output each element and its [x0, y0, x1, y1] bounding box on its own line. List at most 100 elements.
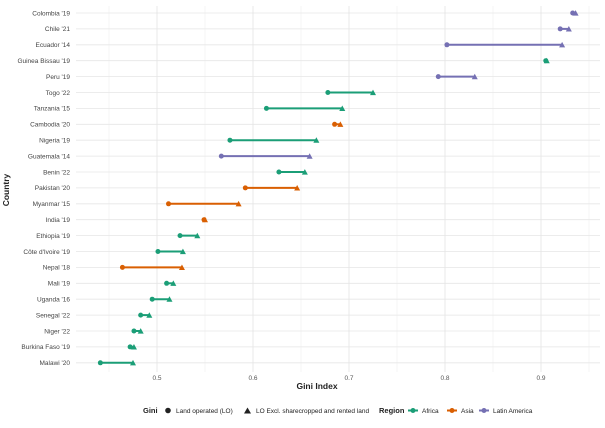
x-tick-label: 0.9 [536, 375, 545, 382]
lo-excl-point [130, 359, 136, 366]
lo-excl-point [370, 89, 376, 96]
dumbbell-row [557, 26, 572, 32]
lo-point [149, 296, 155, 302]
y-tick-label: Myanmar '15 [33, 201, 71, 208]
y-tick-label: Uganda '16 [37, 297, 70, 304]
x-axis-title: Gini Index [296, 381, 337, 391]
legend-region-latin-america: Latin America [493, 408, 533, 415]
lo-point [127, 344, 133, 350]
lo-excl-point [146, 312, 153, 318]
y-tick-label: Benin '22 [43, 169, 70, 176]
lo-point [138, 312, 144, 318]
dumbbell-row [570, 10, 579, 16]
dumbbell-row [325, 89, 376, 96]
lo-excl-point [337, 121, 344, 127]
dumbbell-row [155, 248, 186, 255]
y-tick-label: Nepal '18 [43, 265, 71, 272]
lo-excl-point [170, 280, 177, 286]
lo-excl-point [137, 328, 144, 334]
y-tick-label: Guatemala '14 [28, 153, 70, 160]
lo-excl-point [471, 73, 478, 80]
lo-point [119, 264, 125, 270]
dumbbell-row [435, 73, 478, 80]
x-tick-label: 0.5 [152, 375, 161, 382]
dumbbell-row [166, 200, 242, 207]
x-tick-label: 0.8 [440, 375, 449, 382]
dumbbell-row [149, 296, 173, 302]
lo-excl-point [235, 200, 242, 207]
lo-excl-point [306, 153, 313, 159]
y-tick-label: Niger '22 [44, 328, 70, 335]
y-tick-label: Ecuador '14 [36, 42, 71, 49]
lo-point [444, 42, 450, 48]
y-tick-label: Mali '19 [48, 281, 71, 288]
lo-excl-point [294, 185, 301, 191]
lo-excl-point [565, 26, 572, 32]
lo-point [218, 153, 224, 159]
data-marks [97, 10, 579, 366]
lo-point [435, 74, 441, 80]
y-axis-title: Country [1, 173, 11, 206]
y-tick-label: Guinea Bissau '19 [17, 58, 70, 65]
y-tick-label: Peru '19 [46, 74, 70, 81]
legend-africa-dot-icon [410, 408, 416, 413]
y-tick-label: Côte d'Ivoire '19 [23, 249, 70, 256]
lo-excl-point [339, 105, 346, 111]
dumbbell-row [332, 121, 344, 127]
dumbbell-row [164, 280, 177, 286]
dumbbell-row [276, 169, 308, 175]
dumbbell-row [127, 344, 137, 350]
y-tick-label: Pakistan '20 [35, 185, 71, 192]
lo-excl-point [301, 169, 308, 175]
dumbbell-row [138, 312, 153, 318]
dumbbell-row [218, 153, 313, 159]
y-tick-label: Ethiopia '19 [36, 233, 70, 240]
lo-point [97, 360, 103, 366]
dumbbell-row [444, 41, 566, 48]
lo-excl-point [202, 216, 208, 223]
lo-excl-point [178, 264, 185, 270]
legend-gini-item-lo: Land operated (LO) [176, 408, 233, 415]
legend-triangle-icon [244, 407, 251, 414]
lo-point [164, 280, 170, 286]
x-tick-label: 0.7 [344, 375, 353, 382]
dumbbell-row [242, 185, 301, 191]
lo-point [325, 90, 331, 95]
y-tick-label: Malawi '20 [39, 360, 70, 367]
lo-excl-point [313, 137, 320, 143]
lo-excl-point [194, 232, 201, 239]
dumbbell-row [177, 232, 201, 239]
legend-circle-icon [165, 407, 171, 414]
dumbbell-row [263, 105, 346, 111]
y-tick-label: Tanzania '15 [34, 106, 71, 113]
y-tick-label: Cambodia '20 [30, 122, 70, 129]
x-tick-labels: 0.5 0.6 0.7 0.8 0.9 [152, 375, 545, 382]
lo-point [276, 169, 282, 175]
legend-region-asia: Asia [461, 408, 474, 415]
y-tick-label: Senegal '22 [36, 312, 71, 319]
grid-lines [76, 6, 600, 372]
y-tick-label: Colombia '19 [32, 10, 70, 17]
legend-asia-dot-icon [449, 408, 455, 413]
lo-point [263, 105, 269, 111]
y-tick-labels: Colombia '19 Chile '21 Ecuador '14 Guinea B… [17, 10, 70, 367]
lo-point [177, 233, 183, 239]
y-tick-label: Togo '22 [46, 90, 71, 97]
lo-point [155, 249, 161, 254]
lo-point [131, 328, 137, 334]
lo-excl-point [572, 10, 579, 16]
lo-excl-point [130, 344, 137, 350]
dumbbell-row [97, 359, 136, 366]
lo-point [227, 137, 233, 143]
dumbbell-row [119, 264, 185, 270]
lo-excl-point [179, 248, 186, 255]
legend-gini-title: Gini [143, 406, 158, 415]
lo-point [166, 201, 172, 207]
legend-gini-item-lo-excl: LO Excl. sharecropped and rented land [256, 408, 369, 415]
lo-point [332, 121, 338, 127]
dumbbell-row [131, 328, 144, 334]
legend-region-africa: Africa [422, 408, 439, 415]
legend: Gini Land operated (LO) LO Excl. sharecr… [143, 406, 533, 415]
lo-excl-point [166, 296, 173, 302]
